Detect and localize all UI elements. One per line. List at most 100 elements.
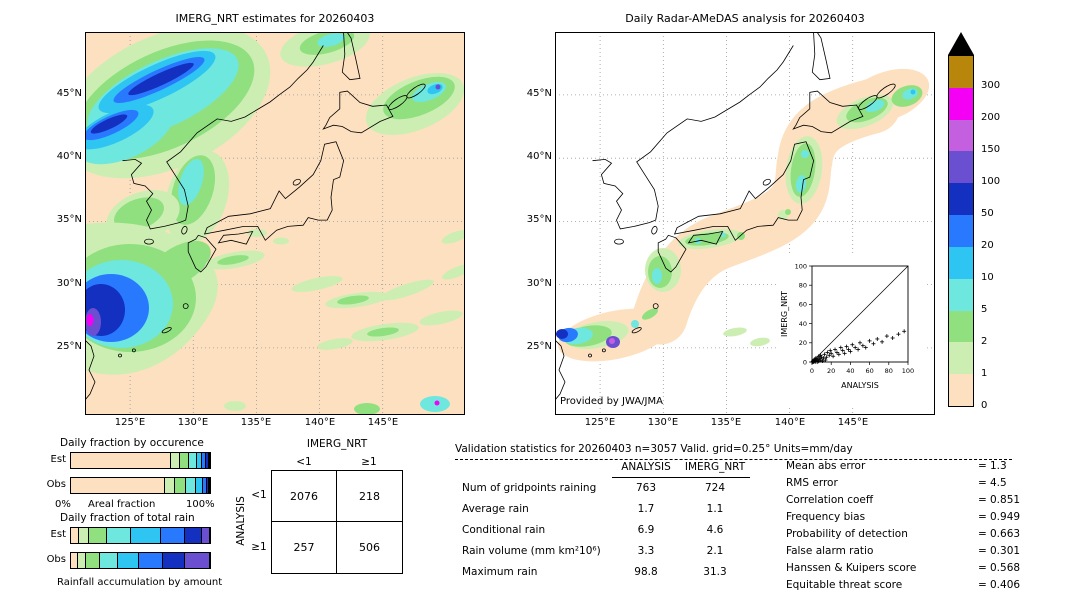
contingency-col-label-lt1: <1 (296, 456, 312, 468)
validation-title: Validation statistics for 20260403 n=305… (455, 443, 1012, 460)
metric-row: RMS error = 4.5 (786, 477, 1007, 489)
metric-label: Equitable threat score (786, 579, 903, 591)
scatter-tick-label: 0 (810, 367, 814, 375)
scatter-tick-label: 80 (799, 282, 807, 290)
areal-fraction-min: 0% (55, 499, 71, 510)
metric-label: False alarm ratio (786, 545, 874, 557)
occurrence-bars-title: Daily fraction by occurence (60, 437, 204, 449)
lat-tick-label: 35°N (56, 214, 82, 225)
colorbar-block (949, 119, 973, 152)
bar-segment (130, 528, 162, 543)
lon-tick-label: 130°E (647, 417, 679, 428)
inset-xlabel: ANALYSIS (841, 381, 879, 390)
bar-segment (77, 553, 87, 568)
colorbar-block (949, 246, 973, 279)
metric-equals: = (978, 562, 987, 574)
bar-segment (100, 553, 119, 568)
lat-tick-label: 30°N (526, 278, 552, 289)
contingency-row-group: ANALYSIS (235, 496, 247, 546)
contingency-row-label-lt1: <1 (251, 489, 267, 501)
metric-equals: = (978, 579, 987, 591)
metric-value: 0.301 (990, 545, 1021, 557)
validation-row-label: Conditional rain (462, 524, 546, 536)
bar-segment (184, 528, 202, 543)
validation-value-imerg: 724 (704, 482, 726, 494)
areal-fraction-label: Areal fraction (88, 499, 156, 510)
lon-tick-label: 135°E (710, 417, 742, 428)
metric-row: Correlation coeff = 0.851 (786, 494, 1020, 506)
occurrence-obs-bar (70, 477, 211, 494)
validation-value-analysis: 6.9 (637, 524, 655, 536)
scatter-tick-label: 40 (846, 367, 854, 375)
lon-tick-label: 135°E (240, 417, 272, 428)
totalrain-footer: Rainfall accumulation by amount (57, 577, 223, 588)
contingency-table: 2076 218 257 506 (271, 470, 403, 574)
bar-segment (189, 453, 197, 468)
totalrain-est-bar (70, 527, 211, 544)
metric-equals: = (978, 477, 987, 489)
metric-value: 0.851 (990, 494, 1021, 506)
coastline-layer (555, 32, 896, 401)
metric-equals: = (978, 494, 987, 506)
bar-segment (71, 453, 172, 468)
colorbar-tick-label: 2 (981, 336, 988, 347)
bar-segment (71, 553, 78, 568)
metric-row: Hanssen & Kuipers score = 0.568 (786, 562, 1020, 574)
lon-tick-label: 145°E (367, 417, 399, 428)
bar-segment (202, 453, 207, 468)
contingency-col-group: IMERG_NRT (306, 438, 368, 450)
precipitation-layer (85, 32, 465, 415)
lat-tick-label: 25°N (56, 341, 82, 352)
bar-segment (209, 478, 210, 493)
validation-row-label: Maximum rain (462, 566, 538, 578)
metric-label: Mean abs error (786, 460, 866, 472)
areal-fraction-max: 100% (186, 499, 215, 510)
bar-segment (206, 478, 209, 493)
bar-segment (206, 453, 209, 468)
colorbar-tick-label: 1 (981, 368, 988, 379)
metric-value: 4.5 (990, 477, 1007, 489)
metric-label: Hanssen & Kuipers score (786, 562, 917, 574)
metric-equals: = (978, 511, 987, 523)
validation-value-imerg: 1.1 (706, 503, 724, 515)
lat-tick-label: 45°N (56, 88, 82, 99)
colorbar-block (949, 56, 973, 88)
validation-header-imerg: IMERG_NRT (684, 461, 746, 473)
colorbar-block (949, 87, 973, 120)
lon-tick-label: 145°E (837, 417, 869, 428)
metric-row: False alarm ratio = 0.301 (786, 545, 1020, 557)
metric-equals: = (978, 528, 987, 540)
validation-value-analysis: 98.8 (634, 566, 658, 578)
colorbar-block (949, 310, 973, 343)
bar-segment (184, 553, 210, 568)
validation-header-analysis: ANALYSIS (621, 461, 671, 473)
lat-tick-label: 45°N (526, 88, 552, 99)
inset-scatter: ANALYSIS IMERG_NRT 0 0 20 20 40 40 60 60 80 80 100… (778, 256, 925, 406)
inset-scatter-svg: ANALYSIS IMERG_NRT 00 20 20 40 40 60 60 80 80 100… (780, 262, 914, 390)
map-border (85, 32, 465, 415)
coastline-layer (85, 32, 426, 401)
colorbar-tick-label: 300 (981, 80, 1001, 91)
lat-tick-label: 35°N (526, 214, 552, 225)
lon-tick-label: 130°E (177, 417, 209, 428)
bar-segment (165, 478, 176, 493)
contingency-cell-11: 506 (359, 541, 380, 554)
left-map-title: IMERG_NRT estimates for 20260403 (175, 12, 375, 25)
validation-value-analysis: 3.3 (637, 545, 655, 557)
contingency-col-label-ge1: ≥1 (361, 456, 377, 468)
lat-tick-label: 40°N (526, 151, 552, 162)
metric-row: Mean abs error = 1.3 (786, 460, 1007, 472)
totalrain-est-label: Est (50, 529, 66, 540)
validation-header-underline (612, 477, 750, 478)
colorbar-tick-label: 200 (981, 112, 1001, 123)
lat-tick-label: 30°N (56, 278, 82, 289)
bar-segment (89, 528, 108, 543)
metric-label: Probability of detection (786, 528, 908, 540)
colorbar-labels: 300 200 150 100 50 20 10 5 2 1 0 (981, 55, 1017, 417)
colorbar-tick-label: 0 (981, 400, 988, 411)
lat-tick-label: 40°N (56, 151, 82, 162)
bar-segment (139, 553, 163, 568)
totalrain-obs-bar (70, 552, 211, 569)
bar-segment (162, 553, 185, 568)
